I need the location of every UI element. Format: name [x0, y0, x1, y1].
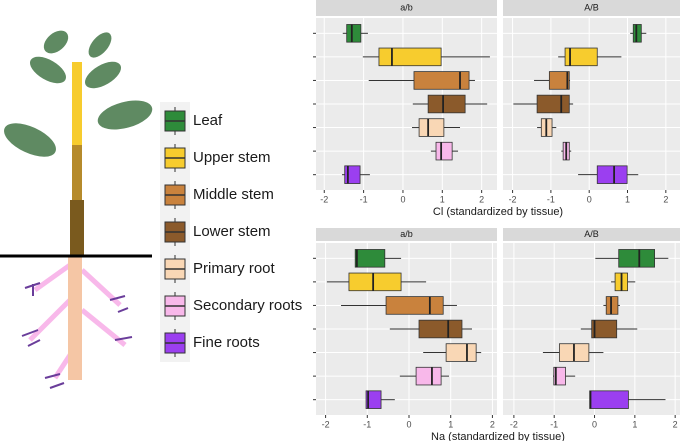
x-tick-label: 2 [490, 419, 495, 429]
facet-strip [316, 228, 497, 241]
legend-label: Upper stem [193, 149, 271, 166]
legend-label: Primary root [193, 260, 276, 277]
legend-label: Lower stem [193, 223, 271, 240]
lower-stem-shape [70, 200, 84, 256]
x-tick-label: -2 [509, 194, 517, 204]
leaf-shape [88, 32, 112, 58]
x-tick-label: -2 [510, 419, 518, 429]
x-tick-label: -1 [547, 194, 555, 204]
leaf-shape [29, 56, 67, 84]
box [589, 390, 629, 409]
legend-label: Fine roots [193, 334, 260, 351]
box [548, 71, 570, 90]
box [536, 94, 570, 114]
legend-label: Secondary roots [193, 297, 302, 314]
x-tick-label: 1 [448, 419, 453, 429]
box [354, 249, 386, 268]
facet-strip [503, 228, 680, 241]
box [365, 390, 382, 409]
box [385, 296, 444, 315]
facet-strip [503, 0, 680, 16]
x-tick-label: -1 [363, 419, 371, 429]
x-axis-label: Na (standardized by tissue) [431, 431, 565, 441]
legend-label: Leaf [193, 112, 223, 129]
box [427, 94, 466, 114]
box [445, 343, 477, 362]
upper-stem-shape [72, 62, 82, 145]
plant-illustration [0, 30, 153, 389]
box [605, 296, 619, 315]
fine-roots-shape [21, 282, 133, 389]
x-tick-label: 0 [592, 419, 597, 429]
box [413, 71, 470, 90]
box [435, 141, 453, 161]
leaf-shape [97, 100, 153, 130]
box [618, 249, 655, 268]
x-tick-label: 0 [400, 194, 405, 204]
x-tick-label: 2 [663, 194, 668, 204]
leaf-shape [43, 30, 69, 54]
middle-stem-shape [72, 145, 82, 200]
primary-root-shape [68, 256, 82, 380]
leaf-shape [4, 123, 56, 157]
x-tick-label: 0 [406, 419, 411, 429]
facet-title: a/b [400, 2, 413, 12]
box [378, 47, 442, 67]
box [418, 319, 463, 339]
leaf-shape [84, 61, 122, 89]
facet-title: a/b [400, 229, 413, 239]
x-tick-label: 2 [673, 419, 678, 429]
legend-label: Middle stem [193, 186, 274, 203]
x-tick-label: -1 [550, 419, 558, 429]
x-tick-label: 0 [587, 194, 592, 204]
x-tick-label: -2 [322, 419, 330, 429]
facet-title: A/B [584, 229, 599, 239]
x-tick-label: 1 [632, 419, 637, 429]
x-axis-label: Cl (standardized by tissue) [433, 206, 563, 218]
box [564, 47, 598, 67]
box [418, 118, 445, 137]
box [596, 165, 628, 184]
x-tick-label: 1 [625, 194, 630, 204]
facet-strip [316, 0, 497, 16]
box [591, 319, 618, 339]
box [346, 24, 362, 43]
box [632, 24, 642, 43]
x-tick-label: 1 [440, 194, 445, 204]
box [553, 366, 566, 386]
box [348, 272, 402, 292]
x-tick-label: 2 [479, 194, 484, 204]
x-tick-label: -1 [360, 194, 368, 204]
box [415, 366, 442, 386]
facet-title: A/B [584, 2, 599, 12]
x-tick-label: -2 [320, 194, 328, 204]
